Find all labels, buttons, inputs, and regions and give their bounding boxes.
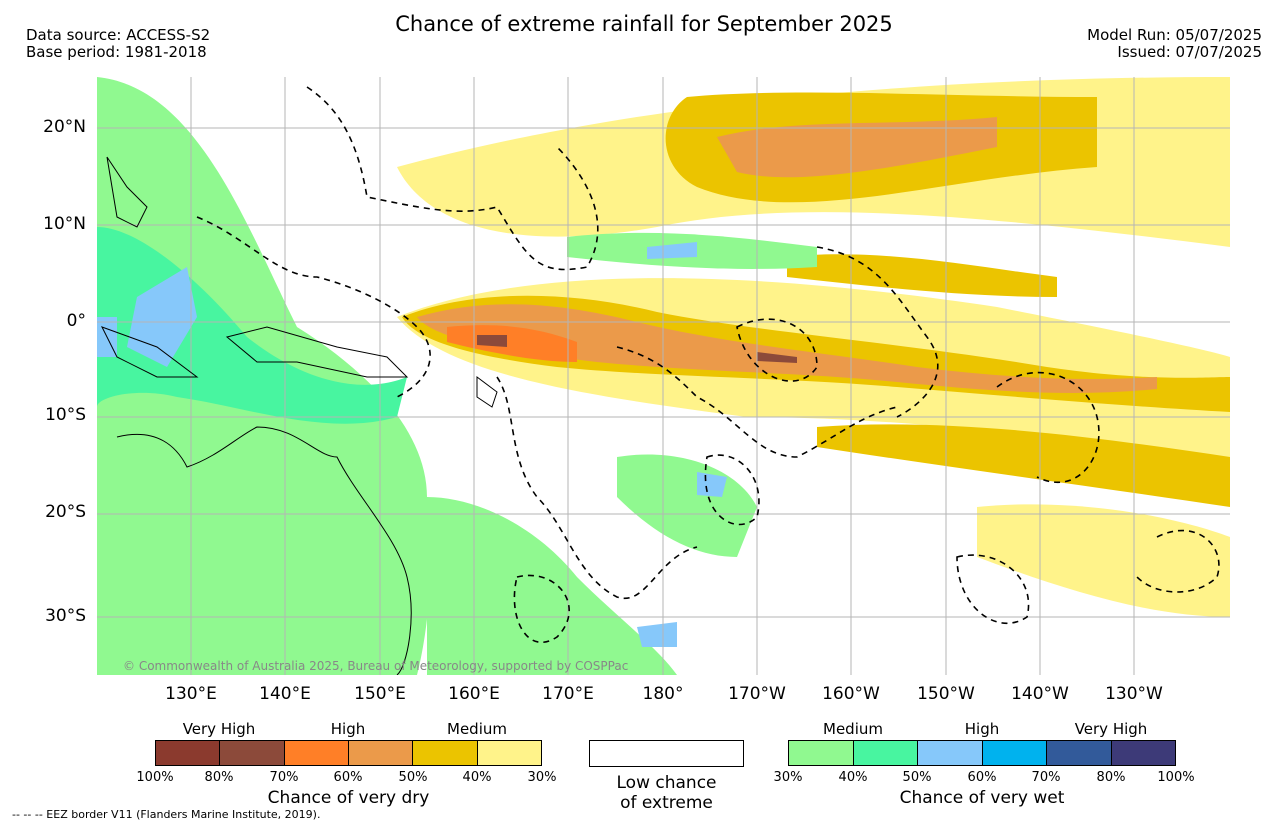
base-period-text: Base period: 1981-2018 xyxy=(26,43,207,61)
issued-text: Issued: 07/07/2025 xyxy=(1117,43,1262,61)
wet-header: Very High xyxy=(1074,720,1148,738)
wet-tick: 40% xyxy=(838,770,868,785)
wet-anomaly-layer xyxy=(97,77,817,675)
lat-label: 20°N xyxy=(43,117,86,137)
dry-header: Very High xyxy=(182,720,256,738)
dry-tick: 50% xyxy=(398,770,428,785)
lon-label: 130°W xyxy=(1105,684,1163,704)
dry-swatch xyxy=(156,741,221,765)
dry-header: Medium xyxy=(447,720,507,738)
dry-swatch xyxy=(220,741,285,765)
map-title: Chance of extreme rainfall for September… xyxy=(395,12,893,36)
coastlines xyxy=(100,156,498,675)
dry-tick: 40% xyxy=(462,770,492,785)
wet-swatch xyxy=(918,741,983,765)
wet-header: High xyxy=(964,720,1000,738)
wet-caption: Chance of very wet xyxy=(899,788,1065,808)
run-info: Model Run: 05/07/2025 Issued: 07/07/2025 xyxy=(1087,27,1262,61)
lon-label: 160°E xyxy=(448,684,500,704)
wet-tick: 100% xyxy=(1157,770,1195,785)
dry-header: High xyxy=(330,720,366,738)
rainfall-map xyxy=(97,77,1230,675)
wet-swatch xyxy=(982,741,1047,765)
lat-label: 30°S xyxy=(45,606,86,626)
eez-note: -- -- -- EEZ border V11 (Flanders Marine… xyxy=(12,808,321,821)
lat-label: 10°S xyxy=(45,405,86,425)
wet-tick: 60% xyxy=(967,770,997,785)
lon-label: 130°E xyxy=(165,684,217,704)
dry-swatch xyxy=(413,741,478,765)
wet-tick: 80% xyxy=(1096,770,1126,785)
dry-tick: 70% xyxy=(269,770,299,785)
dry-tick: 80% xyxy=(204,770,234,785)
eez-borders xyxy=(196,86,1220,644)
wet-swatch xyxy=(789,741,854,765)
wet-tick: 50% xyxy=(902,770,932,785)
dry-tick: 100% xyxy=(136,770,174,785)
lon-label: 180° xyxy=(642,684,684,704)
lat-label: 20°S xyxy=(45,502,86,522)
copyright-note: © Commonwealth of Australia 2025, Bureau… xyxy=(123,659,629,673)
low-chance-line1: Low chance xyxy=(616,773,717,793)
data-source-text: Data source: ACCESS-S2 xyxy=(26,26,211,44)
lon-label: 140°W xyxy=(1011,684,1069,704)
wet-swatch xyxy=(853,741,918,765)
lon-label: 140°E xyxy=(259,684,311,704)
dry-tick: 60% xyxy=(333,770,363,785)
dry-caption: Chance of very dry xyxy=(267,788,430,808)
graticule xyxy=(97,77,1230,675)
lat-label: 10°N xyxy=(43,214,86,234)
source-info: Data source: ACCESS-S2 Base period: 1981… xyxy=(26,27,210,61)
model-run-text: Model Run: 05/07/2025 xyxy=(1087,26,1262,44)
lon-label: 160°W xyxy=(822,684,880,704)
wet-swatch xyxy=(1111,741,1175,765)
dry-tick: 30% xyxy=(527,770,557,785)
low-chance-line2: of extreme xyxy=(620,793,713,813)
low-chance-swatch xyxy=(589,740,744,767)
low-chance-label: Low chance of extreme xyxy=(589,773,744,813)
dry-swatch xyxy=(284,741,349,765)
wet-swatch xyxy=(1047,741,1112,765)
lon-label: 150°E xyxy=(354,684,406,704)
lon-label: 150°W xyxy=(917,684,975,704)
dry-swatch xyxy=(348,741,414,765)
wet-tick: 30% xyxy=(773,770,803,785)
lat-label: 0° xyxy=(66,311,86,331)
wet-header: Medium xyxy=(823,720,883,738)
lon-label: 170°W xyxy=(728,684,786,704)
wet-colorbar xyxy=(788,740,1176,766)
dry-colorbar xyxy=(155,740,542,766)
dry-swatch xyxy=(477,741,541,765)
lon-label: 170°E xyxy=(542,684,594,704)
wet-tick: 70% xyxy=(1031,770,1061,785)
